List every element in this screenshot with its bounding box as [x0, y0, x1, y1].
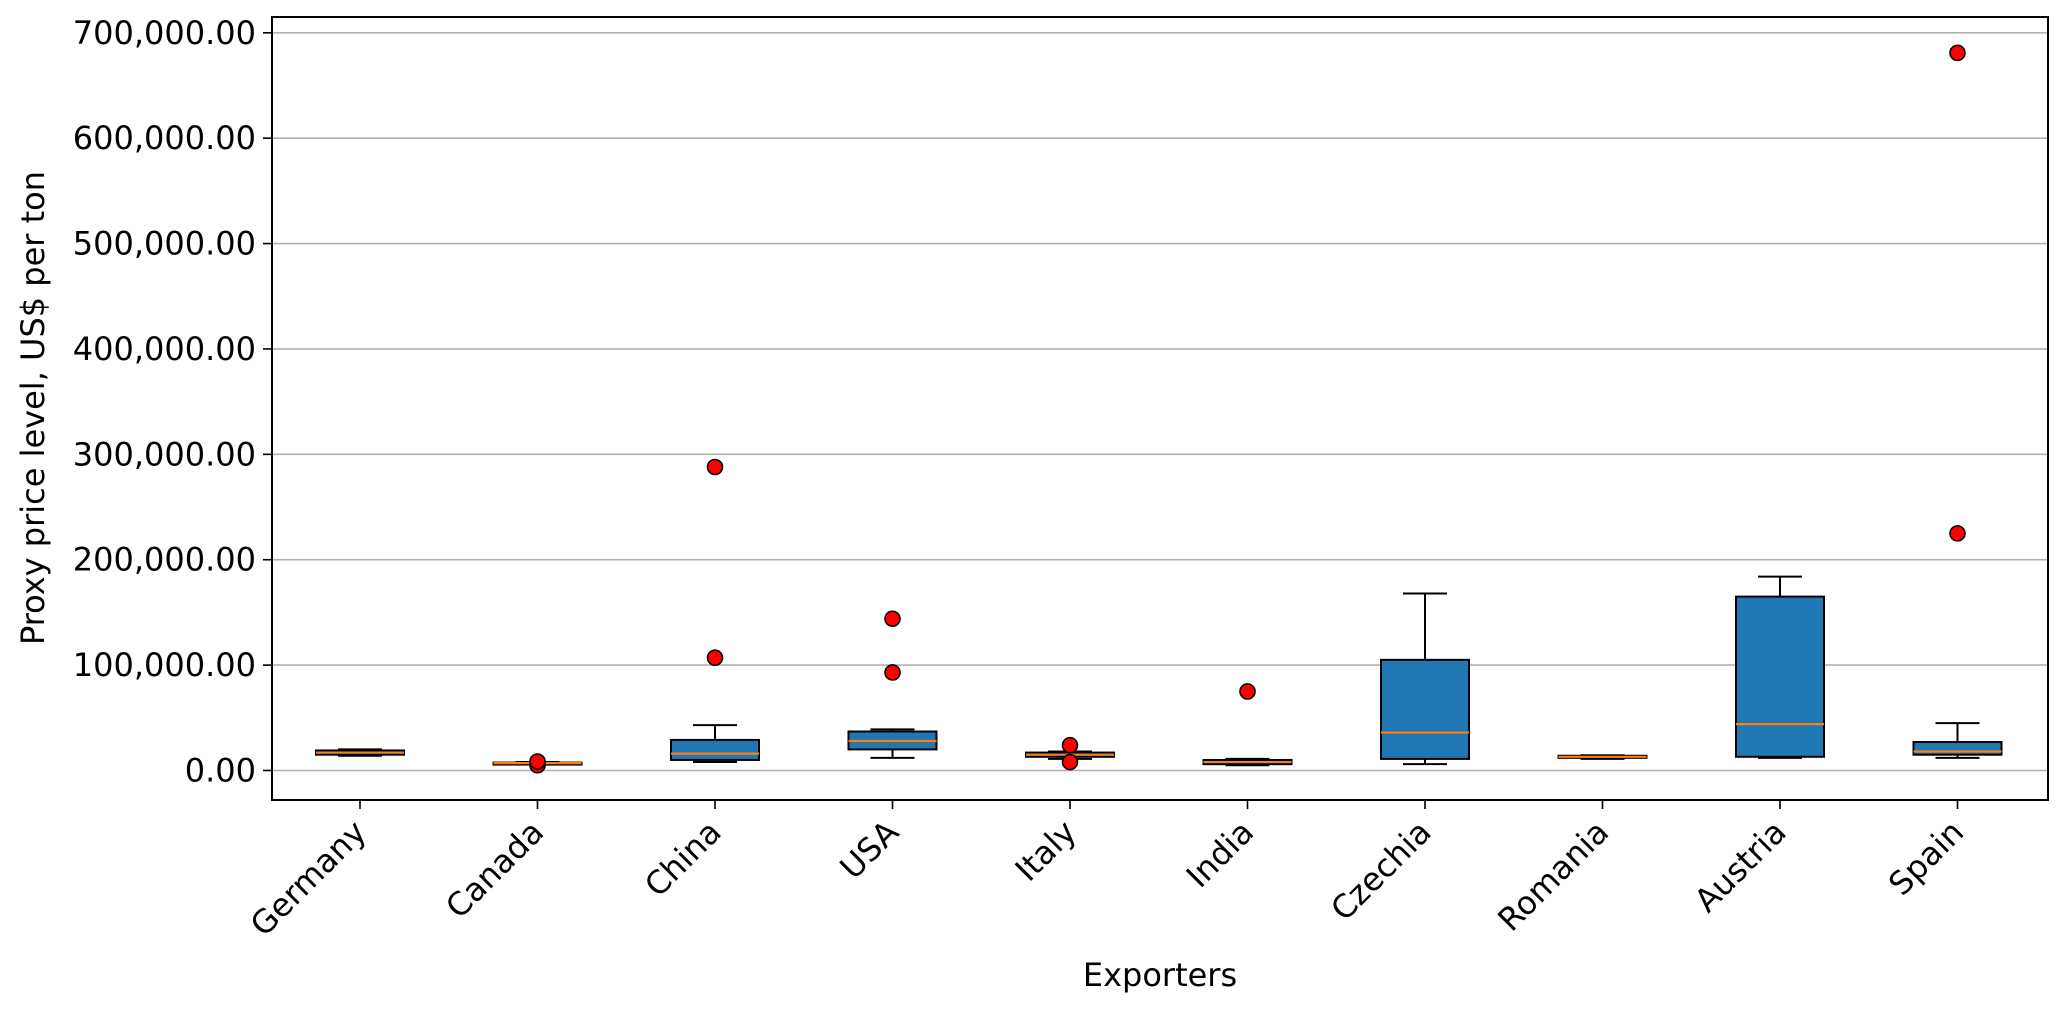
- x-tick-label: China: [637, 813, 729, 905]
- y-tick-label: 700,000.00: [73, 14, 256, 52]
- y-tick-label: 500,000.00: [73, 225, 256, 263]
- box-group-india: [1202, 683, 1293, 767]
- outlier-point: [1061, 753, 1079, 771]
- x-tick-label: Czechia: [1323, 813, 1438, 928]
- outlier-point: [1949, 525, 1966, 542]
- outlier-point: [1239, 683, 1256, 700]
- outlier-point: [884, 610, 901, 628]
- box-iqr: [1735, 595, 1825, 758]
- outlier-point: [706, 649, 724, 667]
- box-group-spain: [1912, 44, 2003, 759]
- outlier-point: [529, 753, 546, 770]
- y-axis-ticks: 0.00 100,000.00 200,000.00 300,000.00 400,00…: [73, 14, 272, 789]
- x-tick-label: USA: [832, 813, 906, 887]
- x-tick-label: India: [1179, 813, 1261, 895]
- outlier-point: [706, 458, 724, 476]
- x-tick-label: Italy: [1008, 813, 1084, 889]
- x-tick-label: Germany: [243, 813, 374, 944]
- x-tick-label: Spain: [1881, 813, 1971, 903]
- x-axis-ticks: Germany Canada China USA Italy India Czechia Ro…: [243, 800, 1971, 944]
- y-tick-label: 200,000.00: [73, 541, 256, 579]
- box-iqr: [1380, 658, 1470, 760]
- grid-lines: [272, 32, 2048, 772]
- x-tick-label: Austria: [1687, 813, 1794, 920]
- box-group-canada: [492, 753, 583, 774]
- y-axis-label: Proxy price level, US$ per ton: [14, 171, 52, 645]
- box-iqr: [670, 738, 760, 761]
- y-tick-label: 400,000.00: [73, 330, 256, 368]
- outlier-point: [1061, 736, 1079, 754]
- outlier-point: [1949, 44, 1966, 62]
- plot-frame: [271, 16, 2049, 801]
- box-group-czechia: [1380, 592, 1470, 766]
- box-group-italy: [1025, 736, 1115, 771]
- y-tick-label: 0.00: [185, 751, 256, 789]
- box-group-austria: [1735, 575, 1825, 759]
- box-group-germany: [315, 748, 405, 757]
- box-group-china: [670, 458, 760, 764]
- y-tick-label: 100,000.00: [73, 646, 256, 684]
- boxes-layer: [315, 44, 2003, 774]
- box-iqr: [1912, 741, 2003, 756]
- box-group-romania: [1557, 754, 1648, 760]
- outlier-point: [884, 664, 901, 681]
- x-tick-label: Canada: [438, 813, 551, 926]
- y-tick-label: 600,000.00: [73, 119, 256, 157]
- x-tick-label: Romania: [1490, 813, 1616, 939]
- x-axis-label: Exporters: [1083, 956, 1237, 994]
- box-group-usa: [847, 610, 938, 759]
- y-tick-label: 300,000.00: [73, 435, 256, 473]
